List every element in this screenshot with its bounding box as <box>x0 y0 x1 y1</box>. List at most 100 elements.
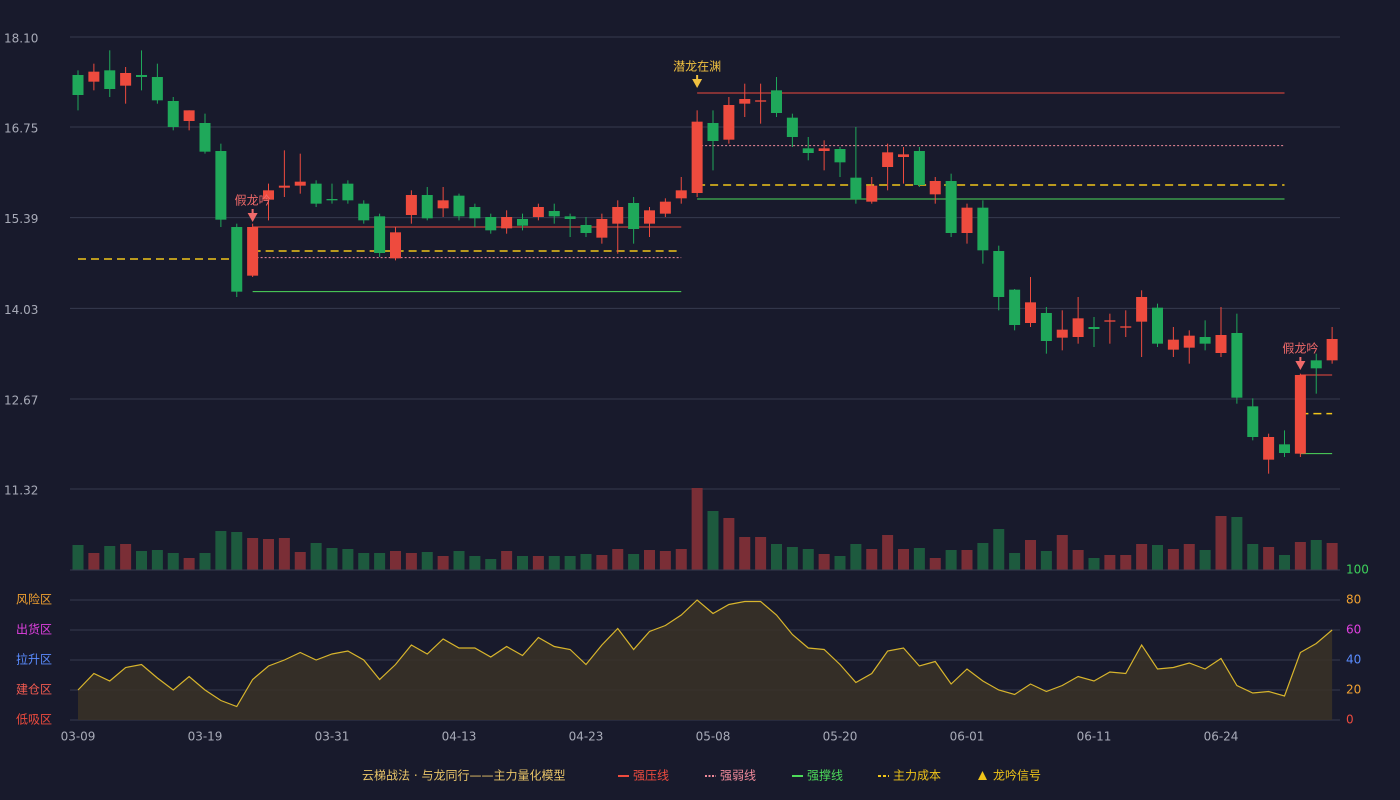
volume-bar <box>739 537 751 570</box>
candle-body <box>215 151 227 220</box>
y-tick-label: 12.67 <box>4 394 38 408</box>
candle-body <box>723 105 735 140</box>
volume-bar <box>548 556 560 570</box>
y2-tick-label: 20 <box>1346 683 1361 697</box>
volume-bar <box>485 559 497 570</box>
volume-bar <box>136 551 147 570</box>
chart-title: 云梯战法 · 与龙同行——主力量化模型 <box>362 769 565 783</box>
candle-body <box>405 195 417 215</box>
volume-bar <box>866 549 878 570</box>
volume-bar <box>453 551 465 570</box>
signal-label: 潜龙在渊 <box>673 60 721 74</box>
candle-body <box>1231 333 1243 398</box>
volume-bar <box>183 558 195 570</box>
volume-bar <box>1136 544 1148 570</box>
candle-body <box>929 181 941 195</box>
volume-bar <box>1152 545 1163 570</box>
volume-bar <box>612 549 624 570</box>
candle-body <box>167 101 179 127</box>
candle-body <box>310 183 322 204</box>
candle-body <box>580 225 592 233</box>
volume-bar <box>437 556 449 570</box>
candle-body <box>659 201 671 214</box>
candle-body <box>739 99 751 104</box>
x-tick-label: 05-08 <box>696 730 731 744</box>
volume-bar <box>1088 558 1100 570</box>
volume-bar <box>691 488 703 570</box>
candle-body <box>771 90 782 113</box>
volume-bar <box>517 556 528 570</box>
volume-bar <box>421 552 433 570</box>
candle-body <box>231 227 243 292</box>
volume-bar <box>310 543 322 570</box>
candle-body <box>485 217 497 231</box>
volume-bar <box>707 511 719 570</box>
candle-body <box>453 195 465 217</box>
y-tick-label: 11.32 <box>4 484 38 498</box>
candle-body <box>977 207 989 251</box>
candle-body <box>199 123 211 152</box>
candle-body <box>564 216 576 219</box>
candle-body <box>278 185 290 188</box>
volume-bar <box>1056 535 1068 570</box>
candle-body <box>390 232 401 259</box>
candle-body <box>945 181 957 233</box>
volume-bar <box>564 556 576 570</box>
candle-body <box>183 110 195 121</box>
volume-bar <box>247 538 259 570</box>
y2-tick-label: 0 <box>1346 713 1354 727</box>
candle-body <box>104 70 116 89</box>
signal-arrow <box>1295 361 1306 370</box>
y-tick-label: 15.39 <box>4 212 38 226</box>
legend-label: 主力成本 <box>893 769 941 783</box>
volume-bar <box>913 548 925 570</box>
volume-bar <box>644 550 655 570</box>
volume-bar <box>263 539 274 570</box>
volume-bar <box>596 555 608 570</box>
volume-bar <box>755 537 767 570</box>
candle-body <box>913 151 925 185</box>
signal-label: 假龙吟 <box>235 193 271 208</box>
candle-body <box>358 203 370 221</box>
volume-bar <box>1009 553 1021 570</box>
candle-body <box>1279 444 1290 453</box>
volume-bar <box>993 529 1005 570</box>
volume-bar <box>294 552 306 570</box>
volume-bar <box>1167 549 1179 570</box>
y2-tick-label: 60 <box>1346 623 1361 637</box>
volume-bar <box>1025 540 1036 570</box>
candle-body <box>961 207 973 233</box>
candle-body <box>675 190 687 199</box>
volume-bar <box>1183 544 1195 570</box>
volume-bar <box>120 544 132 570</box>
zone-label: 拉升区 <box>16 652 52 667</box>
candle-body <box>151 77 163 101</box>
volume-bar <box>580 554 592 570</box>
candle-body <box>644 210 655 224</box>
candle-body <box>1247 406 1259 437</box>
volume-bar <box>151 550 163 570</box>
candle-body <box>1326 339 1338 361</box>
candle-body <box>818 148 830 151</box>
candle-body <box>517 219 528 226</box>
candle-body <box>1310 360 1322 369</box>
candle-body <box>866 185 878 202</box>
volume-bar <box>1247 544 1259 570</box>
y2-tick-label: 40 <box>1346 653 1361 667</box>
volume-bar <box>786 547 798 570</box>
candle-body <box>1072 318 1084 337</box>
volume-bar <box>278 538 290 570</box>
y-tick-label: 18.10 <box>4 32 38 46</box>
volume-bar <box>501 551 513 570</box>
candle-body <box>707 123 719 141</box>
volume-bar <box>104 546 116 570</box>
candle-body <box>786 117 798 137</box>
volume-bar <box>929 558 941 570</box>
zone-label: 出货区 <box>16 622 52 637</box>
zone-label: 建仓区 <box>16 683 52 697</box>
candle-body <box>1040 313 1052 341</box>
volume-bar <box>326 548 338 570</box>
volume-bar <box>167 553 179 570</box>
candle-body <box>120 73 132 86</box>
